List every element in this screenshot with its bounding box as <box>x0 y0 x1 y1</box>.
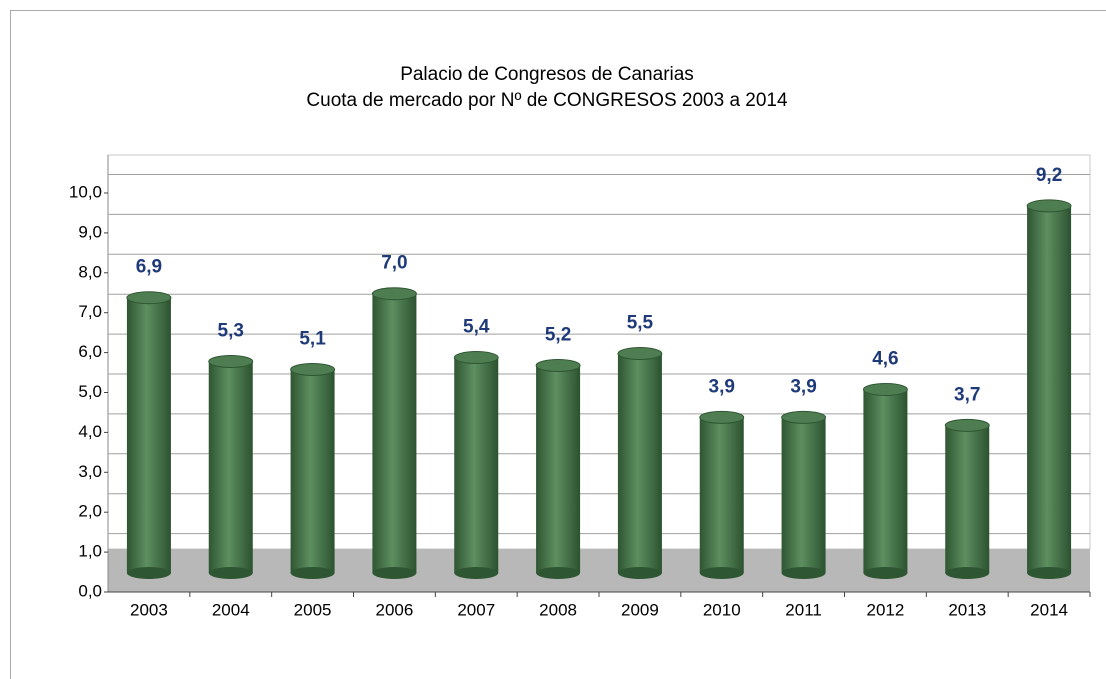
bar-cap <box>290 363 336 377</box>
y-tick-label: 2,0 <box>78 502 102 521</box>
x-tick-label: 2012 <box>867 600 905 619</box>
value-label: 5,2 <box>545 325 571 346</box>
bar-base <box>699 567 744 579</box>
bar-cap <box>371 287 417 301</box>
x-tick-label: 2007 <box>457 600 495 619</box>
value-label: 5,4 <box>463 317 490 338</box>
x-tick-label: 2008 <box>539 600 577 619</box>
bar-base <box>781 567 826 579</box>
bar-base <box>536 567 581 579</box>
bar <box>699 417 744 573</box>
y-tick-label: 6,0 <box>78 342 102 361</box>
bar-cap <box>453 351 499 365</box>
bar <box>208 361 253 573</box>
bar <box>372 293 417 573</box>
x-tick-label: 2014 <box>1030 600 1068 619</box>
chart-subtitle: Cuota de mercado por Nº de CONGRESOS 200… <box>306 90 788 111</box>
x-tick-label: 2010 <box>703 600 741 619</box>
bar-base <box>1027 567 1072 579</box>
x-tick-label: 2006 <box>376 600 414 619</box>
x-tick-label: 2013 <box>948 600 986 619</box>
bar-cap <box>781 410 827 424</box>
bar-base <box>208 567 253 579</box>
bar <box>290 369 335 573</box>
bar-base <box>372 567 417 579</box>
value-label: 5,3 <box>218 321 244 342</box>
y-tick-label: 8,0 <box>78 262 102 281</box>
x-tick-label: 2004 <box>212 600 250 619</box>
bar-cap <box>208 355 254 369</box>
bar <box>1027 205 1072 574</box>
bar-cap <box>617 347 663 361</box>
y-tick-label: 9,0 <box>78 222 102 241</box>
bar-base <box>454 567 499 579</box>
value-label: 3,9 <box>709 376 735 397</box>
bar-cap <box>1026 199 1072 213</box>
y-tick-label: 7,0 <box>78 302 102 321</box>
floor <box>108 549 1090 592</box>
bar <box>863 389 908 573</box>
x-tick-label: 2009 <box>621 600 659 619</box>
bar <box>945 425 990 573</box>
x-tick-label: 2011 <box>785 600 822 619</box>
bar <box>536 365 581 573</box>
bar <box>454 357 499 573</box>
bar-base <box>290 567 335 579</box>
chart-title: Palacio de Congresos de Canarias <box>400 64 694 85</box>
y-tick-label: 4,0 <box>78 422 102 441</box>
bar-base <box>863 567 908 579</box>
y-tick-label: 10,0 <box>69 182 102 201</box>
bar-cap <box>699 410 745 424</box>
back-wall <box>107 154 1091 550</box>
chart-frame <box>10 10 1106 679</box>
y-tick-label: 1,0 <box>78 542 102 561</box>
y-tick-label: 3,0 <box>78 462 102 481</box>
value-label: 7,0 <box>381 253 407 274</box>
bar <box>126 297 171 573</box>
value-label: 5,5 <box>627 313 654 334</box>
bar-cap <box>862 382 908 396</box>
value-label: 5,1 <box>299 329 326 350</box>
bar <box>781 417 826 573</box>
bar <box>617 353 662 573</box>
bar-cap <box>944 418 990 432</box>
y-tick-label: 0,0 <box>78 581 102 600</box>
bar-base <box>617 567 662 579</box>
y-tick-label: 5,0 <box>78 382 102 401</box>
bar-cap <box>126 291 172 305</box>
value-label: 4,6 <box>872 348 898 369</box>
bar-base <box>945 567 990 579</box>
bar-base <box>126 567 171 579</box>
value-label: 6,9 <box>136 257 162 278</box>
value-label: 3,9 <box>790 376 816 397</box>
x-tick-label: 2003 <box>130 600 168 619</box>
x-tick-label: 2005 <box>294 600 332 619</box>
value-label: 3,7 <box>954 384 980 405</box>
bar-cap <box>535 359 581 373</box>
value-label: 9,2 <box>1036 165 1062 186</box>
